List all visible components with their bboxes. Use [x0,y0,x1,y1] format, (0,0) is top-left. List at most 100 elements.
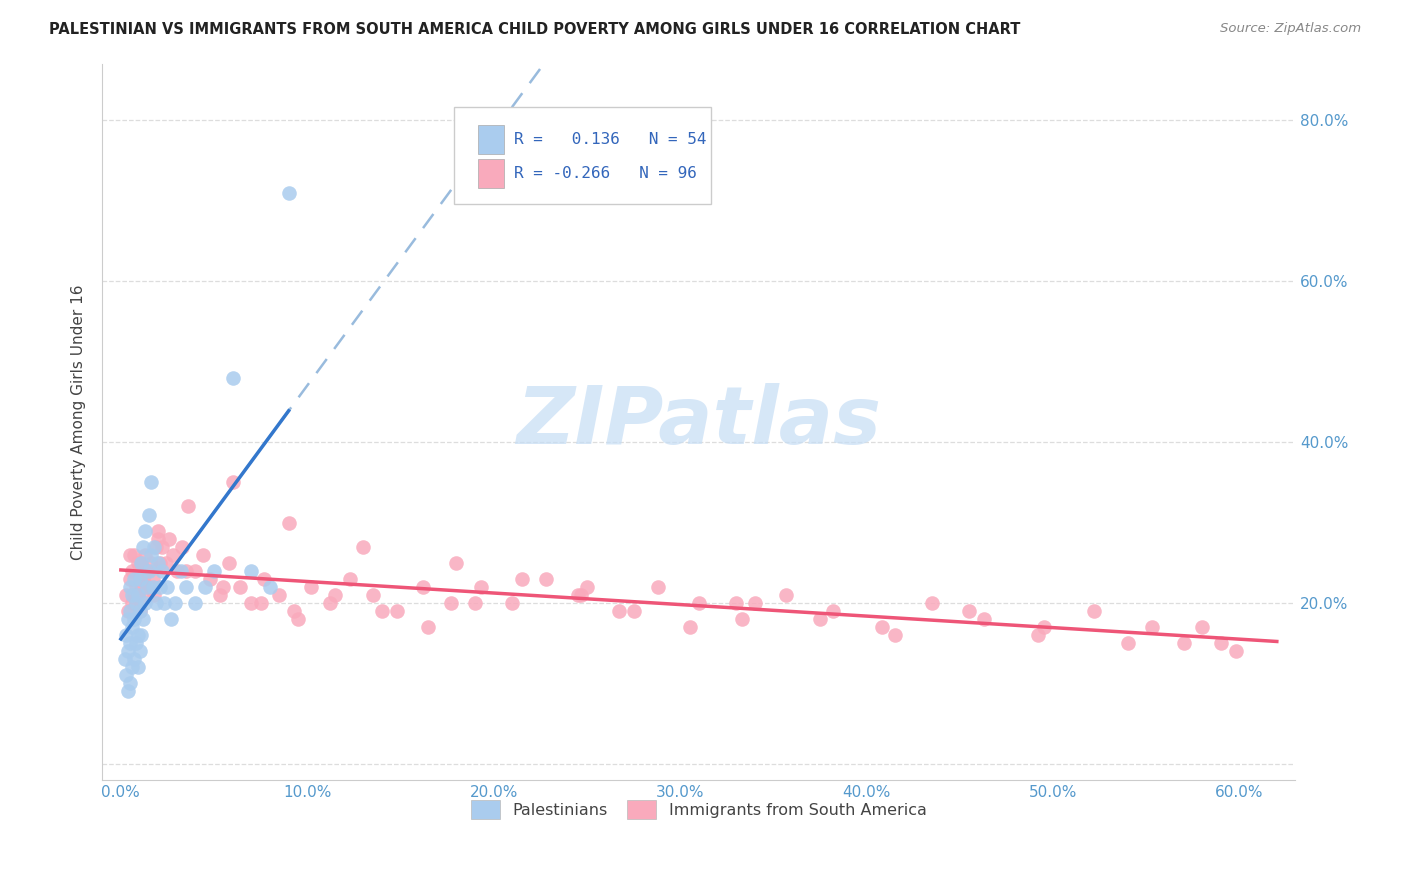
Point [921,596,943,610]
Point [132,612,155,626]
Point [145,540,167,554]
Point [115,668,138,682]
Point [510,572,533,586]
Point [146,556,169,570]
Point [678,620,700,634]
Point [127,556,149,570]
Point [136,564,159,578]
Point [222,475,245,490]
Point [172,540,194,554]
Point [117,604,139,618]
Point [149,556,172,570]
Point [138,508,160,522]
Point [139,475,162,490]
Point [1173,636,1195,650]
Text: PALESTINIAN VS IMMIGRANTS FROM SOUTH AMERICA CHILD POVERTY AMONG GIRLS UNDER 16 : PALESTINIAN VS IMMIGRANTS FROM SOUTH AME… [49,22,1021,37]
Point [464,596,486,610]
Point [200,572,222,586]
FancyBboxPatch shape [454,107,711,203]
Text: R =   0.136   N = 54: R = 0.136 N = 54 [513,132,706,146]
Point [125,636,148,650]
Point [127,660,149,674]
Point [131,628,153,642]
Point [283,604,305,618]
Point [277,186,299,200]
Point [120,548,142,562]
Point [534,572,557,586]
Point [1140,620,1163,634]
Point [149,580,172,594]
Point [883,628,905,642]
Point [218,556,240,570]
Y-axis label: Child Poverty Among Girls Under 16: Child Poverty Among Girls Under 16 [72,285,86,560]
Point [253,572,276,586]
Point [127,588,149,602]
Point [371,604,394,618]
Point [134,524,156,538]
Point [240,564,263,578]
Point [1225,644,1247,658]
Point [166,564,188,578]
Point [152,596,174,610]
Point [323,588,346,602]
Point [128,604,150,618]
Point [973,612,995,626]
Point [361,588,384,602]
Point [169,564,191,578]
Point [145,596,167,610]
Point [128,572,150,586]
Point [688,596,710,610]
Point [132,540,155,554]
Point [575,580,598,594]
Point [249,596,271,610]
Point [191,548,214,562]
Legend: Palestinians, Immigrants from South America: Palestinians, Immigrants from South Amer… [465,793,934,826]
Point [1209,636,1232,650]
Point [128,572,150,586]
Point [125,580,148,594]
Point [120,636,142,650]
Point [623,604,645,618]
Point [1032,620,1054,634]
Point [222,371,245,385]
Point [128,644,150,658]
Point [808,612,831,626]
Point [1026,628,1049,642]
Point [385,604,408,618]
Point [143,588,166,602]
Point [150,540,173,554]
Point [121,564,143,578]
Point [117,612,139,626]
Point [139,548,162,562]
Point [117,684,139,698]
Point [122,652,145,666]
Point [122,612,145,626]
Point [143,540,166,554]
Point [240,596,263,610]
Point [501,596,523,610]
FancyBboxPatch shape [478,125,505,153]
Point [120,580,142,594]
Point [160,612,183,626]
Point [412,580,434,594]
Point [125,596,148,610]
Point [269,588,291,602]
Point [287,612,309,626]
Point [132,572,155,586]
FancyBboxPatch shape [478,160,505,188]
Point [823,604,845,618]
Point [122,572,145,586]
Point [339,572,361,586]
Point [163,596,186,610]
Point [125,596,148,610]
Point [120,676,142,690]
Point [744,596,766,610]
Point [131,556,153,570]
Text: R = -0.266   N = 96: R = -0.266 N = 96 [513,166,697,181]
Point [318,596,340,610]
Point [156,580,179,594]
Point [174,564,197,578]
Point [567,588,589,602]
Point [114,652,136,666]
Point [208,588,231,602]
